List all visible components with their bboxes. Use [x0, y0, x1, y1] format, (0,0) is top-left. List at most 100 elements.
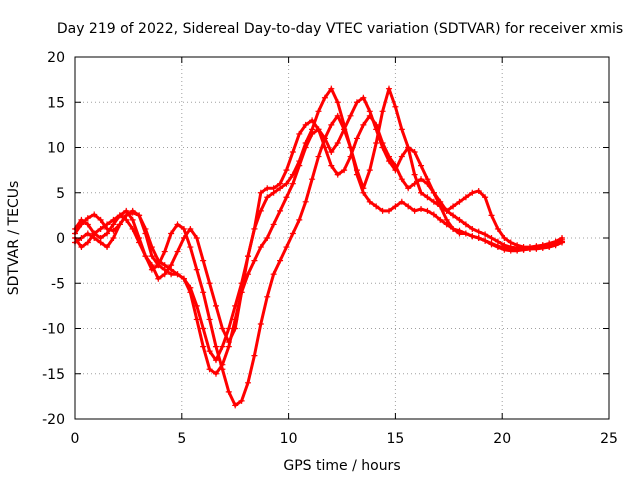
- data-point: [501, 235, 508, 241]
- data-point: [283, 194, 290, 201]
- data-point: [270, 271, 277, 278]
- data-point: [443, 216, 450, 223]
- data-point: [283, 167, 290, 174]
- data-point: [97, 225, 104, 232]
- series-track-2: [72, 94, 566, 377]
- data-point: [84, 239, 91, 246]
- x-tick-label: 10: [280, 431, 298, 447]
- data-point: [405, 185, 412, 192]
- data-point: [539, 242, 546, 249]
- data-point: [104, 221, 111, 228]
- data-point: [136, 239, 143, 246]
- data-point: [494, 244, 501, 251]
- data-point: [475, 235, 482, 241]
- data-point: [193, 266, 200, 273]
- data-point: [373, 139, 380, 146]
- data-point: [180, 225, 187, 232]
- data-point: [309, 130, 316, 137]
- data-point: [78, 244, 85, 251]
- y-tick-label: -20: [42, 412, 65, 428]
- y-tick-label: -5: [51, 276, 65, 292]
- data-point: [373, 121, 380, 128]
- data-point: [494, 225, 501, 232]
- data-point: [168, 262, 175, 269]
- data-point: [488, 235, 495, 241]
- data-point: [84, 215, 91, 222]
- y-tick-label: 20: [47, 50, 65, 66]
- data-point: [116, 221, 123, 228]
- data-point: [110, 235, 117, 241]
- data-point: [302, 144, 309, 151]
- data-point: [270, 185, 277, 192]
- x-tick-label: 5: [177, 431, 186, 447]
- x-tick-label: 20: [493, 431, 511, 447]
- data-point: [418, 189, 425, 196]
- data-point: [142, 253, 149, 260]
- data-point: [341, 167, 348, 174]
- data-point: [482, 194, 489, 201]
- data-point: [411, 180, 418, 187]
- x-axis-label: GPS time / hours: [283, 458, 400, 474]
- data-point: [206, 316, 213, 323]
- data-point: [78, 216, 85, 223]
- data-point: [136, 212, 143, 219]
- data-point: [392, 162, 399, 169]
- data-point: [514, 242, 521, 249]
- data-point: [514, 247, 521, 254]
- data-point: [462, 194, 469, 201]
- data-point: [315, 108, 322, 115]
- data-point: [405, 144, 412, 151]
- data-point: [187, 225, 194, 232]
- data-point: [257, 320, 264, 327]
- data-point: [91, 211, 98, 218]
- data-point: [328, 149, 335, 156]
- data-point: [283, 180, 290, 187]
- data-point: [251, 225, 258, 232]
- data-point: [123, 216, 130, 223]
- x-tick-label: 0: [71, 431, 80, 447]
- data-point: [334, 171, 341, 178]
- data-point: [277, 257, 284, 264]
- data-point: [212, 370, 219, 377]
- data-point: [430, 211, 437, 218]
- y-tick-label: 5: [56, 186, 65, 202]
- data-point: [187, 244, 194, 251]
- data-point: [456, 230, 463, 237]
- data-point: [520, 246, 527, 253]
- data-point: [129, 225, 136, 232]
- data-point: [270, 221, 277, 228]
- data-point: [129, 216, 136, 223]
- data-point: [424, 194, 431, 201]
- data-point: [430, 189, 437, 196]
- data-point: [200, 343, 207, 350]
- data-point: [366, 112, 373, 119]
- data-point: [411, 149, 418, 156]
- data-point: [245, 253, 252, 260]
- data-point: [328, 121, 335, 128]
- data-point: [225, 339, 232, 346]
- data-point: [168, 271, 175, 278]
- data-point: [533, 244, 540, 251]
- data-point: [482, 231, 489, 238]
- data-point: [180, 275, 187, 282]
- data-point: [379, 108, 386, 115]
- data-point: [296, 162, 303, 169]
- data-point: [373, 203, 380, 210]
- data-point: [341, 126, 348, 133]
- data-point: [552, 238, 559, 245]
- data-point: [212, 357, 219, 364]
- data-point: [334, 112, 341, 119]
- data-point: [488, 212, 495, 219]
- data-point: [225, 325, 232, 332]
- data-point: [193, 235, 200, 241]
- data-point: [443, 207, 450, 214]
- data-point: [289, 180, 296, 187]
- data-point: [418, 176, 425, 183]
- data-point: [501, 246, 508, 253]
- data-point: [469, 225, 476, 232]
- data-point: [193, 316, 200, 323]
- data-point: [353, 167, 360, 174]
- y-tick-label: 15: [47, 95, 65, 111]
- data-point: [424, 180, 431, 187]
- data-point: [334, 139, 341, 146]
